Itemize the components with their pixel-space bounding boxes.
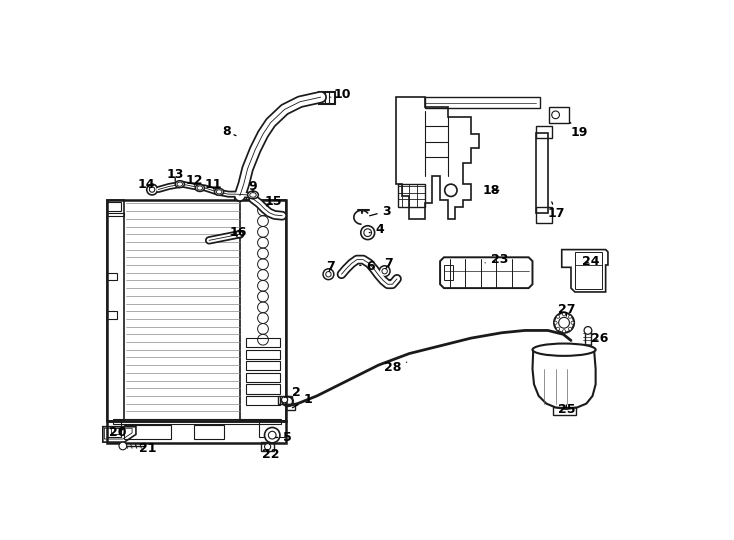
Text: 17: 17 (548, 202, 565, 220)
Bar (111, 428, 120, 434)
Text: 2: 2 (285, 386, 300, 399)
Bar (319, 92, 335, 104)
Circle shape (584, 327, 592, 334)
Bar (240, 200, 286, 421)
Bar (233, 192, 246, 200)
Text: 5: 5 (275, 431, 292, 444)
Bar (537, 132, 548, 213)
Circle shape (554, 321, 557, 325)
Circle shape (445, 184, 457, 197)
Text: 14: 14 (138, 178, 156, 191)
Bar (246, 396, 280, 405)
Polygon shape (532, 350, 595, 409)
Circle shape (569, 315, 572, 318)
Bar (246, 350, 280, 359)
Text: 13: 13 (167, 168, 184, 181)
Circle shape (569, 327, 572, 330)
Bar (107, 273, 117, 280)
Ellipse shape (214, 188, 224, 195)
Text: 3: 3 (370, 205, 391, 218)
Text: 27: 27 (558, 303, 575, 316)
Circle shape (264, 444, 271, 450)
Bar (425, 97, 540, 108)
Bar (194, 425, 225, 439)
Bar (259, 421, 286, 437)
Text: 1: 1 (292, 393, 312, 408)
Bar (107, 200, 286, 421)
Circle shape (556, 327, 559, 330)
Bar (575, 252, 602, 289)
Bar (246, 361, 280, 370)
Circle shape (554, 313, 574, 333)
Bar (550, 107, 569, 123)
Bar (107, 311, 117, 319)
Text: 9: 9 (249, 180, 258, 193)
Circle shape (556, 315, 559, 318)
Text: 8: 8 (222, 125, 236, 138)
Bar (398, 184, 425, 207)
Circle shape (147, 184, 158, 195)
Circle shape (264, 428, 280, 443)
Text: 15: 15 (265, 195, 283, 208)
Text: 21: 21 (136, 442, 156, 455)
Circle shape (562, 313, 566, 316)
Bar (246, 384, 280, 394)
Circle shape (361, 226, 374, 240)
Text: 19: 19 (570, 123, 588, 139)
Bar (553, 408, 576, 415)
Text: 12: 12 (186, 174, 203, 187)
Bar (107, 213, 124, 217)
Circle shape (323, 269, 334, 280)
Ellipse shape (532, 343, 595, 356)
Text: 16: 16 (230, 226, 247, 239)
Ellipse shape (195, 185, 205, 192)
Bar (261, 442, 274, 451)
Text: 23: 23 (485, 253, 508, 266)
Text: 7: 7 (384, 257, 393, 270)
Bar (286, 403, 295, 410)
Text: 7: 7 (327, 260, 335, 273)
Bar (107, 421, 286, 443)
Text: 22: 22 (262, 448, 280, 461)
Text: 20: 20 (109, 427, 127, 440)
Ellipse shape (175, 181, 184, 187)
Bar (537, 126, 552, 138)
Text: 28: 28 (384, 361, 407, 374)
Bar (246, 373, 280, 382)
Bar (246, 338, 280, 347)
Bar (278, 396, 292, 403)
Circle shape (379, 266, 390, 276)
Circle shape (281, 397, 288, 403)
Text: 6: 6 (360, 260, 375, 273)
Text: 18: 18 (482, 184, 500, 197)
Text: 4: 4 (369, 223, 385, 236)
Text: 11: 11 (205, 178, 222, 191)
Text: 10: 10 (331, 87, 351, 100)
Bar (107, 202, 121, 211)
Text: 24: 24 (582, 255, 600, 268)
Circle shape (552, 111, 559, 119)
Bar (537, 207, 552, 222)
Bar (585, 330, 591, 346)
Bar (124, 425, 170, 439)
Bar (107, 421, 121, 437)
Circle shape (571, 321, 574, 325)
Bar (107, 200, 124, 421)
Circle shape (119, 442, 127, 450)
Ellipse shape (247, 191, 258, 199)
Text: 25: 25 (558, 403, 575, 416)
Bar (113, 419, 280, 423)
Circle shape (562, 330, 566, 333)
Text: 26: 26 (591, 332, 608, 345)
Bar (444, 265, 453, 280)
